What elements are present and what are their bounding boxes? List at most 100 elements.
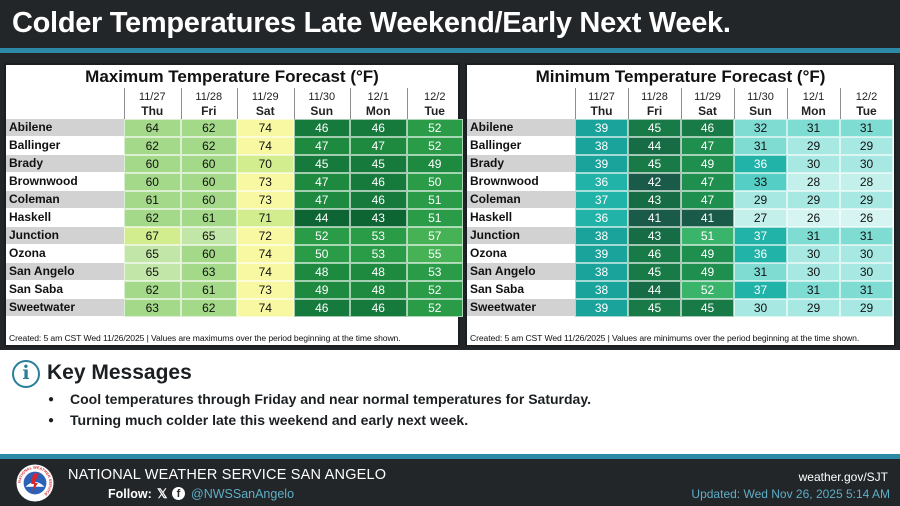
max-day-header: 11/28 Fri [181, 90, 238, 118]
max-temperature-cell: 74 [237, 299, 294, 317]
min-table-footnote: Created: 5 am CST Wed 11/26/2025 | Value… [470, 333, 860, 343]
column-separator [124, 88, 125, 119]
max-header-date: 11/29 [251, 91, 279, 103]
min-temperature-cell: 36 [734, 155, 787, 173]
column-separator [293, 88, 295, 119]
follow-label: Follow: [108, 487, 152, 501]
max-temperature-cell: 60 [180, 245, 237, 263]
min-city-label: San Saba [470, 282, 525, 296]
min-header-date: 11/29 [694, 91, 721, 103]
max-header-day: Thu [141, 104, 164, 118]
min-temperature-cell: 38 [575, 137, 628, 155]
max-city-label: Brownwood [9, 174, 78, 188]
max-temperature-cell: 74 [237, 137, 294, 155]
max-temperature-cell: 43 [350, 209, 407, 227]
min-temperature-cell: 32 [734, 119, 787, 137]
max-header-day: Fri [201, 104, 217, 118]
updated-timestamp: Updated: Wed Nov 26, 2025 5:14 AM [691, 487, 890, 501]
min-temperature-cell: 28 [840, 173, 893, 191]
max-header-date: 12/2 [424, 91, 446, 103]
max-temperature-cell: 62 [124, 137, 181, 155]
max-temperature-cell: 45 [350, 155, 407, 173]
max-temperature-cell: 46 [350, 173, 407, 191]
max-temperature-cell: 60 [180, 191, 237, 209]
min-city-label: San Angelo [467, 263, 575, 280]
min-temperature-cell: 30 [840, 155, 893, 173]
website-link[interactable]: weather.gov/SJT [798, 470, 888, 484]
max-temperature-cell: 63 [180, 263, 237, 281]
max-header-date: 11/28 [195, 91, 223, 103]
max-city-label: Ozona [9, 246, 46, 260]
min-temperature-cell: 45 [628, 299, 681, 317]
social-handle-link[interactable]: @NWSSanAngelo [191, 487, 295, 501]
x-logo-icon[interactable]: 𝕏 [157, 486, 168, 501]
max-temperature-cell: 73 [237, 281, 294, 299]
max-temperature-cell: 67 [124, 227, 181, 245]
min-city-label: Junction [467, 227, 575, 244]
facebook-icon[interactable]: f [172, 487, 185, 500]
max-day-header: 11/29 Sat [237, 90, 294, 118]
min-temperature-cell: 47 [681, 191, 734, 209]
header-bar: Colder Temperatures Late Weekend/Early N… [0, 0, 900, 48]
min-city-label: Sweetwater [467, 299, 575, 316]
min-header-date: 12/2 [855, 91, 878, 103]
max-temperature-cell: 74 [237, 119, 294, 137]
max-temperature-cell: 61 [124, 191, 181, 209]
page-title: Colder Temperatures Late Weekend/Early N… [12, 7, 731, 39]
max-temperature-cell: 73 [237, 173, 294, 191]
info-icon: i [12, 360, 40, 388]
max-temperature-cell: 65 [124, 263, 181, 281]
min-day-header: 11/27 Thu [575, 90, 628, 118]
max-temperature-cell: 46 [293, 299, 350, 317]
max-city-label: Ballinger [9, 138, 61, 152]
header-divider [0, 48, 900, 53]
max-city-label: Brady [6, 155, 124, 172]
max-temperature-cell: 60 [124, 173, 181, 191]
nws-logo-icon: NATIONAL WEATHER SERVICE [16, 464, 54, 502]
min-temperature-cell: 44 [628, 281, 681, 299]
key-messages-list: Cool temperatures through Friday and nea… [48, 389, 591, 431]
max-temperature-cell: 70 [237, 155, 294, 173]
min-temperature-cell: 26 [840, 209, 893, 227]
max-temperature-cell: 74 [237, 263, 294, 281]
min-temperature-cell: 37 [734, 227, 787, 245]
min-temperature-cell: 30 [787, 155, 840, 173]
min-temperature-cell: 49 [681, 155, 734, 173]
column-separator [787, 88, 788, 119]
min-day-header: 11/30 Sun [734, 90, 787, 118]
max-temperature-cell: 49 [406, 155, 463, 173]
max-temperature-cell: 61 [180, 209, 237, 227]
min-temperature-cell: 39 [575, 299, 628, 317]
max-temperature-cell: 53 [350, 227, 407, 245]
column-separator [734, 88, 735, 119]
column-separator [681, 88, 682, 119]
max-temperature-cell: 52 [406, 137, 463, 155]
min-header-date: 11/28 [641, 91, 668, 103]
max-temperature-cell: 47 [293, 191, 350, 209]
min-day-header: 11/28 Fri [628, 90, 681, 118]
min-temperature-table: Minimum Temperature Forecast (°F) 11/27 T… [465, 63, 896, 347]
max-temperature-cell: 47 [350, 137, 407, 155]
max-table-title: Maximum Temperature Forecast (°F) [85, 67, 379, 86]
max-header-date: 11/27 [138, 91, 166, 103]
column-separator [628, 88, 629, 119]
key-message-item: Cool temperatures through Friday and nea… [48, 389, 591, 410]
max-temperature-cell: 48 [293, 263, 350, 281]
min-temperature-cell: 39 [575, 119, 628, 137]
min-city-label: Ballinger [470, 138, 522, 152]
max-temperature-cell: 51 [406, 209, 463, 227]
max-day-header: 12/2 Tue [407, 90, 464, 118]
min-temperature-cell: 38 [575, 281, 628, 299]
min-header-day: Fri [646, 104, 663, 118]
min-temperature-cell: 43 [628, 191, 681, 209]
max-temperature-cell: 46 [293, 119, 350, 137]
max-day-header: 12/1 Mon [350, 90, 407, 118]
max-temperature-cell: 46 [350, 119, 407, 137]
min-temperature-cell: 41 [681, 209, 734, 227]
min-day-header: 12/2 Tue [840, 90, 893, 118]
min-city-label: Brownwood [470, 174, 539, 188]
min-temperature-cell: 38 [575, 227, 628, 245]
max-city-label: Sweetwater [6, 299, 124, 316]
min-temperature-cell: 31 [734, 263, 787, 281]
max-temperature-cell: 46 [350, 191, 407, 209]
